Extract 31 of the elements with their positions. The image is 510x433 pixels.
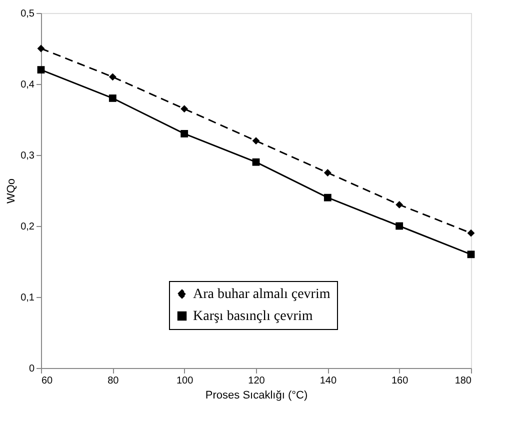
x-tick-label: 140 <box>320 376 337 386</box>
y-tick-label: 0,1 <box>20 292 35 304</box>
point <box>324 169 332 176</box>
point <box>396 222 404 230</box>
point <box>180 105 188 113</box>
point <box>37 66 45 74</box>
y-tick-label: 0,4 <box>20 80 35 90</box>
legend-label: Ara buhar almalı çevrim <box>193 287 330 302</box>
y-tick-label: 0,3 <box>20 150 35 162</box>
x-tick-label: 120 <box>248 376 266 386</box>
y-tick-label: 0,2 <box>20 222 35 232</box>
x-tick-label: 60 <box>42 376 54 386</box>
x-tick-label: 100 <box>176 376 194 386</box>
point <box>467 250 475 258</box>
point <box>467 229 475 237</box>
x-tick-label: 160 <box>391 376 409 386</box>
point <box>252 158 260 166</box>
point <box>396 200 404 208</box>
point <box>108 94 116 102</box>
point <box>180 130 188 138</box>
y-tick-label: 0,5 <box>20 8 35 20</box>
y-axis-title: WQo <box>6 178 18 204</box>
point <box>252 137 260 145</box>
point <box>108 73 116 81</box>
point <box>324 194 332 202</box>
x-tick-label: 80 <box>108 376 120 386</box>
y-tick-label: 0 <box>28 364 35 374</box>
x-tick-label: 180 <box>454 376 472 386</box>
legend-label: Karşı basınçlı çevrim <box>193 309 313 324</box>
x-axis-title: Proses Sıcaklığı (°C) <box>205 390 308 402</box>
point <box>37 44 45 52</box>
